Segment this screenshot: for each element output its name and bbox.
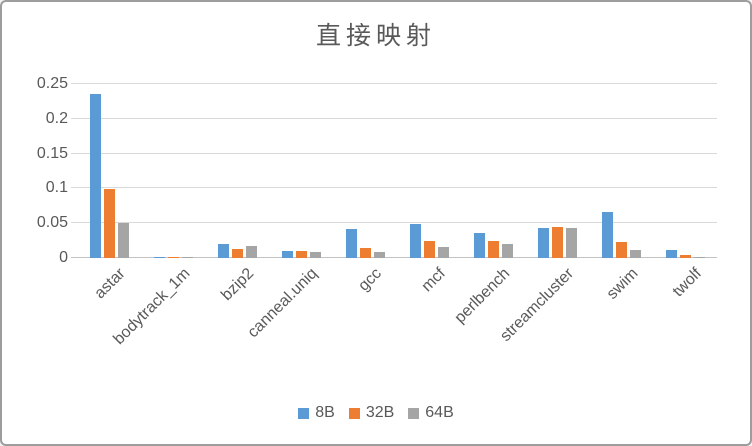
bar-32B-bzip2[interactable] — [231, 249, 243, 258]
bar-group-mcf — [397, 84, 461, 258]
y-tick-label: 0.15 — [36, 144, 68, 162]
bar-64B-gcc[interactable] — [373, 252, 385, 258]
bar-64B-perlbench[interactable] — [501, 244, 513, 258]
x-tick-label-bzip2: bzip2 — [217, 265, 258, 305]
bar-group-bzip2 — [205, 84, 269, 258]
gridline — [71, 222, 717, 224]
y-tick-label: 0 — [59, 249, 68, 266]
plot-area — [71, 83, 717, 258]
bar-64B-mcf[interactable] — [437, 246, 449, 258]
legend-item-64B[interactable]: 64B — [408, 404, 454, 422]
bar-32B-streamcluster[interactable] — [551, 227, 563, 258]
bar-32B-canneal.uniq[interactable] — [295, 251, 307, 258]
bar-64B-astar[interactable] — [117, 222, 129, 258]
bar-64B-swim[interactable] — [629, 249, 641, 258]
x-tick-label-streamcluster: streamcluster — [497, 265, 578, 345]
bar-group-astar — [77, 84, 141, 258]
bar-8B-twolf[interactable] — [665, 249, 677, 258]
bar-group-twolf — [653, 84, 717, 258]
y-tick-label: 0.25 — [36, 75, 68, 92]
bar-64B-streamcluster[interactable] — [565, 228, 577, 258]
bar-64B-bzip2[interactable] — [245, 246, 257, 258]
bar-32B-perlbench[interactable] — [487, 241, 499, 258]
bar-8B-bodytrack_1m[interactable] — [153, 256, 165, 258]
legend-swatch-32B — [348, 407, 360, 419]
bar-group-bodytrack_1m — [141, 84, 205, 258]
bar-group-canneal.uniq — [269, 84, 333, 258]
x-tick-label-swim: swim — [603, 265, 642, 303]
bar-8B-mcf[interactable] — [409, 223, 421, 258]
bar-32B-mcf[interactable] — [423, 241, 435, 258]
x-tick-label-astar: astar — [91, 265, 130, 303]
bar-8B-bzip2[interactable] — [217, 244, 229, 258]
legend-swatch-8B — [298, 407, 310, 419]
gridline — [71, 187, 717, 189]
legend-swatch-64B — [408, 407, 420, 419]
legend-item-8B[interactable]: 8B — [298, 404, 335, 422]
bar-8B-astar[interactable] — [89, 94, 101, 258]
legend-label: 32B — [365, 404, 395, 421]
bar-8B-gcc[interactable] — [345, 228, 357, 258]
chart-title[interactable]: 直接映射 — [315, 22, 436, 50]
bar-group-gcc — [333, 84, 397, 258]
bar-groups — [77, 84, 717, 258]
bar-8B-swim[interactable] — [601, 212, 613, 258]
legend-label: 64B — [425, 404, 454, 421]
bar-32B-bodytrack_1m[interactable] — [167, 256, 179, 258]
legend-label: 8B — [315, 404, 335, 421]
bar-8B-streamcluster[interactable] — [537, 228, 549, 258]
x-tick-label-twolf: twolf — [669, 265, 706, 301]
y-tick-label: 0.1 — [45, 179, 68, 197]
legend-item-32B[interactable]: 32B — [348, 404, 395, 422]
legend: 8B 32B 64B — [2, 404, 750, 422]
gridline — [71, 83, 717, 84]
x-tick-label-perlbench: perlbench — [451, 265, 514, 327]
bar-32B-gcc[interactable] — [359, 248, 371, 258]
x-tick-label-gcc: gcc — [355, 265, 386, 295]
x-tick-label-bodytrack_1m: bodytrack_1m — [109, 265, 194, 349]
x-axis-line — [71, 257, 717, 258]
gridline — [71, 152, 717, 154]
y-tick-label: 0.05 — [36, 214, 68, 232]
bar-group-perlbench — [461, 84, 525, 258]
y-tick-label: 0.2 — [45, 109, 68, 127]
bar-8B-canneal.uniq[interactable] — [281, 251, 293, 258]
bar-group-streamcluster — [525, 84, 589, 258]
x-tick-label-canneal.uniq: canneal.uniq — [244, 265, 322, 342]
bar-32B-swim[interactable] — [615, 242, 627, 258]
x-tick-label-mcf: mcf — [418, 265, 450, 296]
bar-32B-astar[interactable] — [103, 189, 115, 258]
bar-32B-twolf[interactable] — [679, 255, 691, 258]
bar-64B-twolf[interactable] — [693, 256, 705, 258]
bar-64B-bodytrack_1m[interactable] — [181, 256, 193, 258]
bar-group-swim — [589, 84, 653, 258]
gridline — [71, 117, 717, 119]
bar-8B-perlbench[interactable] — [473, 232, 485, 258]
bar-64B-canneal.uniq[interactable] — [309, 251, 321, 258]
